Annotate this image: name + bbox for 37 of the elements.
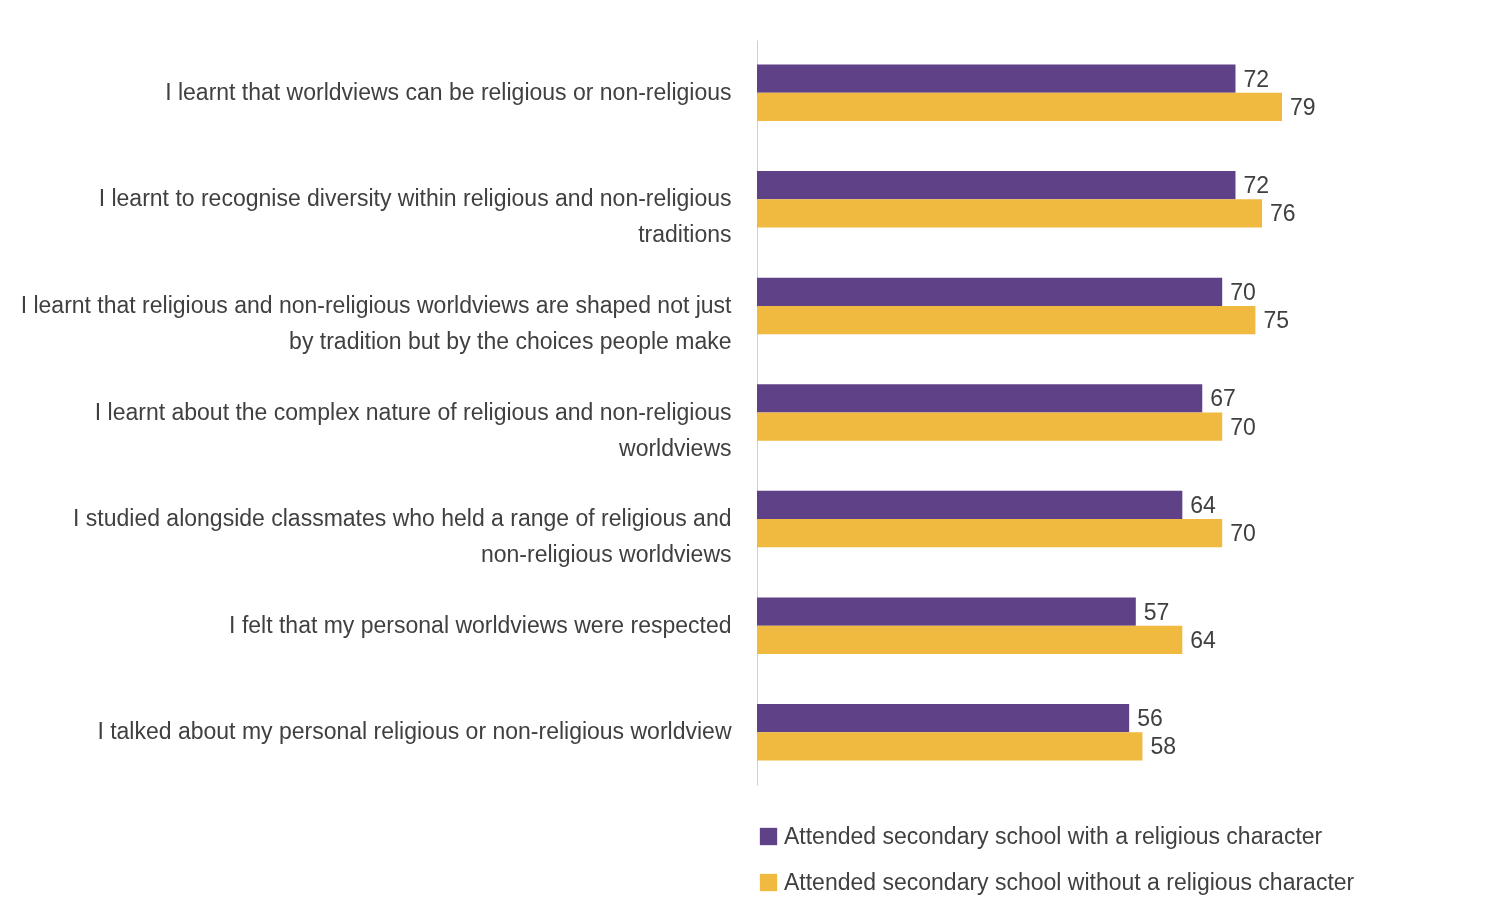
- bar: [757, 490, 1183, 520]
- data-label: 64: [1190, 626, 1217, 653]
- data-label: 79: [1290, 93, 1316, 120]
- bar: [757, 171, 1236, 200]
- y-tick-label: I learnt that religious and non-religious worldviews are shaped not just by tradition but by the choices people make: [20, 291, 733, 354]
- data-label: 56: [1137, 705, 1163, 732]
- data-label: 57: [1143, 598, 1170, 625]
- y-tick-label: I studied alongside classmates who held a range of religious and non-religious worldviews: [73, 505, 732, 568]
- data-label: 67: [1210, 385, 1236, 412]
- legend-label: Attended secondary school with a religious character: [784, 822, 1323, 849]
- data-label: 72: [1243, 65, 1270, 92]
- data-label: 70: [1230, 520, 1256, 547]
- bar: [757, 92, 1282, 121]
- bar: [757, 64, 1236, 93]
- bar: [757, 384, 1203, 413]
- bar: [757, 199, 1263, 228]
- bar: [757, 732, 1143, 761]
- bar: [757, 277, 1223, 306]
- y-tick-label: I talked about my personal religious or non-religious worldview: [97, 718, 732, 745]
- legend-label: Attended secondary school without a religious character: [784, 868, 1355, 895]
- data-label: 64: [1190, 491, 1217, 518]
- data-label: 70: [1230, 278, 1256, 305]
- y-tick-label: I learnt to recognise diversity within religious and non-religious traditions: [98, 185, 732, 248]
- bar: [757, 412, 1223, 441]
- data-label: 58: [1150, 733, 1177, 760]
- bar: [757, 704, 1130, 733]
- y-tick-label: I learnt about the complex nature of religious and non-religious worldviews: [94, 398, 732, 461]
- bar: [757, 597, 1136, 626]
- y-tick-label: I learnt that worldviews can be religious or non-religious: [165, 78, 732, 105]
- data-label: 75: [1263, 307, 1290, 334]
- data-label: 76: [1270, 200, 1296, 227]
- data-label: 72: [1243, 172, 1270, 199]
- bar: [757, 625, 1183, 654]
- bar: [757, 305, 1256, 335]
- data-label: 70: [1230, 413, 1256, 440]
- bar: [757, 519, 1223, 548]
- y-tick-label: I felt that my personal worldviews were respected: [229, 611, 732, 638]
